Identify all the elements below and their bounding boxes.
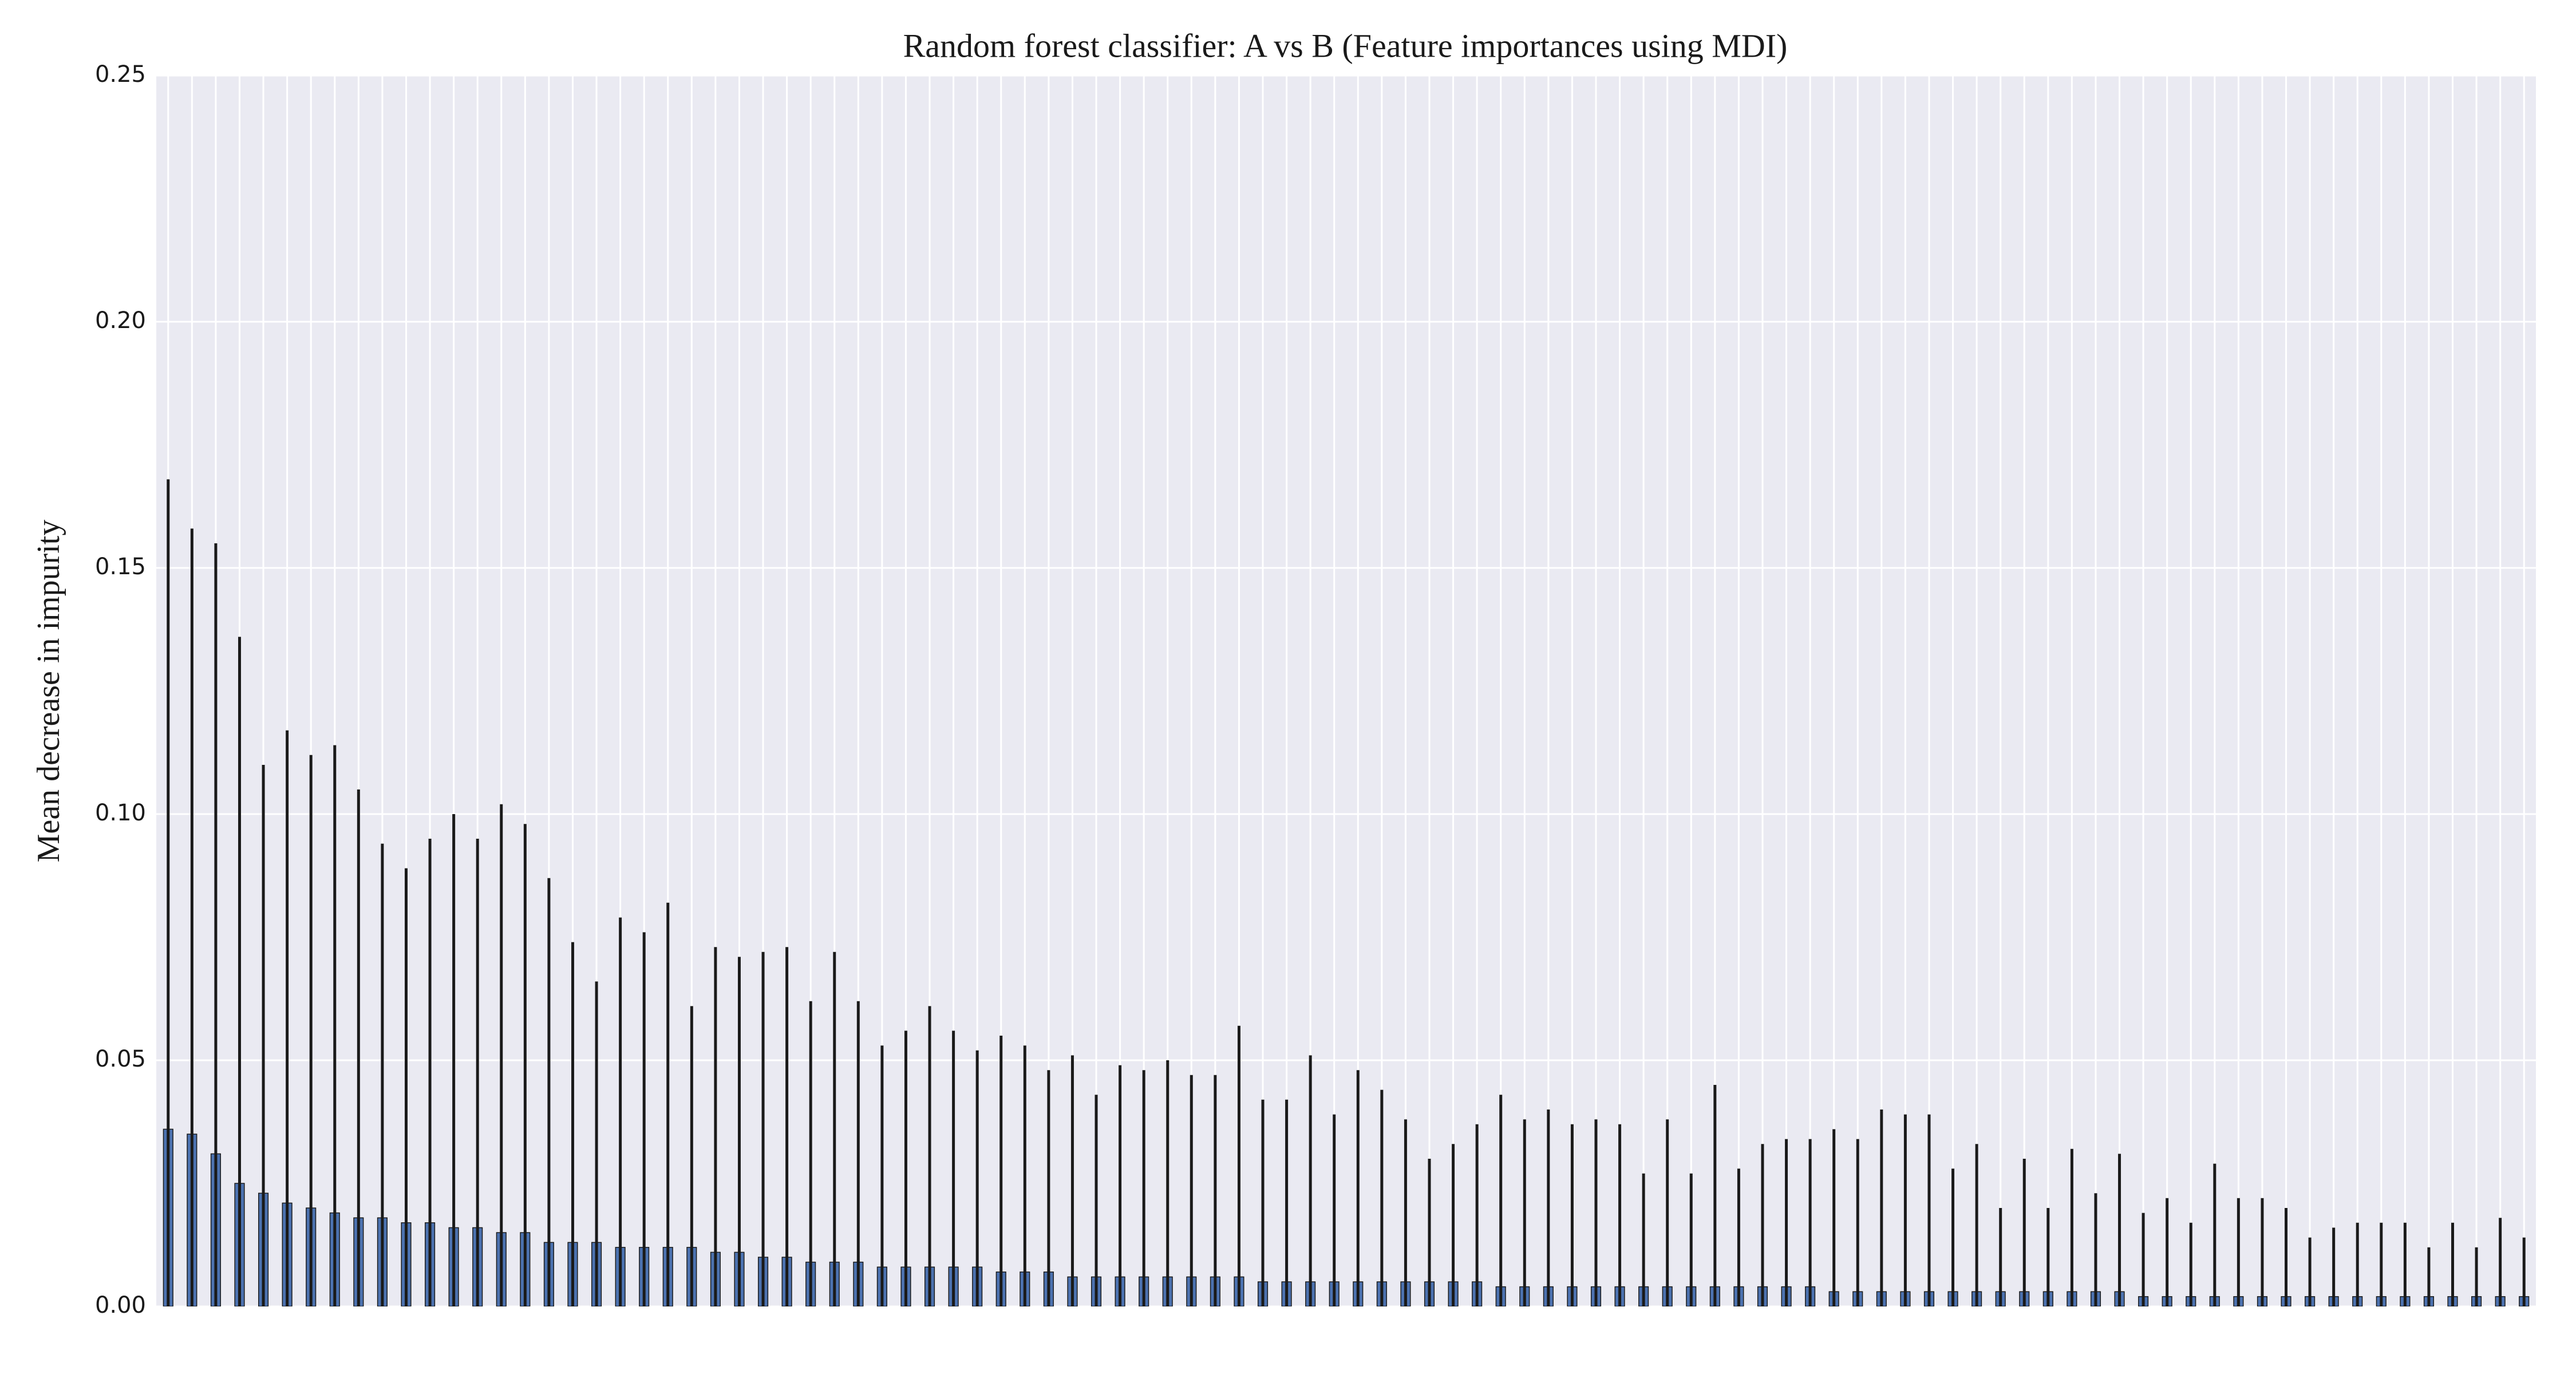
- y-tick-label: 0.05: [95, 1046, 146, 1072]
- plot-background: [156, 76, 2536, 1306]
- y-tick-label: 0.20: [95, 307, 146, 334]
- chart-title: Random forest classifier: A vs B (Featur…: [903, 27, 1788, 64]
- y-tick-label: 0.15: [95, 554, 146, 580]
- y-tick-label: 0.25: [95, 61, 146, 88]
- marks: [163, 479, 2530, 1306]
- y-axis-label: Mean decrease in impurity: [31, 520, 66, 863]
- labels: 0.00 0.05 0.10 0.15 0.20 0.25: [95, 61, 146, 1318]
- y-tick-label: 0.00: [95, 1292, 146, 1318]
- y-tick-label: 0.10: [95, 800, 146, 826]
